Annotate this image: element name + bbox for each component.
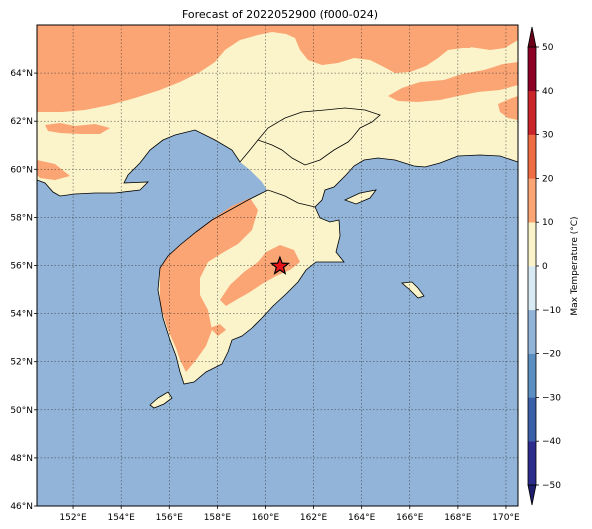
colorbar-tick-label: −30 <box>542 393 561 403</box>
colorbar-tick-label: 40 <box>542 87 554 97</box>
colorbar-tick-label: 30 <box>542 131 554 141</box>
colorbar-segment <box>528 222 536 267</box>
colorbar-tick-label: 50 <box>542 43 554 53</box>
latitude-tick-label: 46°N <box>10 502 33 512</box>
latitude-tick-label: 54°N <box>10 310 33 320</box>
warm-region-ne <box>388 62 518 102</box>
longitude-tick-label: 168°E <box>444 513 472 523</box>
warm-region-kamchatka-small <box>210 324 226 336</box>
colorbar-segment <box>528 266 536 311</box>
colorbar: −50 −40 −30 −20 −10 0 10 20 30 40 50 Max Temperatu… <box>527 26 580 506</box>
longitude-tick-label: 162°E <box>300 513 328 523</box>
colorbar-segment <box>528 309 536 354</box>
colorbar-tick-label: −10 <box>542 306 561 316</box>
colorbar-under-arrow <box>527 484 537 506</box>
land-islet-1 <box>262 148 272 154</box>
longitude-tick-label: 154°E <box>107 513 135 523</box>
colorbar-segment <box>528 134 536 179</box>
colorbar-segment <box>528 353 536 398</box>
latitude-tick-label: 58°N <box>10 213 33 223</box>
colorbar-tick-label: −50 <box>542 481 561 491</box>
warm-region-nw <box>45 123 110 134</box>
longitude-tick-label: 160°E <box>252 513 280 523</box>
latitude-tick-label: 50°N <box>10 406 33 416</box>
colorbar-tick-label: 0 <box>542 262 548 272</box>
coastlines <box>37 107 518 409</box>
colorbar-tick-label: 20 <box>542 174 554 184</box>
land-karaginsky <box>345 190 376 204</box>
warm-region-north <box>37 25 518 112</box>
latitude-tick-label: 62°N <box>10 117 33 127</box>
longitude-tick-labels: 152°E 154°E 156°E 158°E 160°E 162°E 164°E 166°E… <box>59 506 520 523</box>
latitude-tick-label: 48°N <box>10 454 33 464</box>
land-koryak <box>258 108 380 165</box>
land-paramushir <box>150 392 172 408</box>
location-marker[interactable] <box>269 255 291 275</box>
latitude-tick-label: 56°N <box>10 262 33 272</box>
colorbar-segments <box>528 47 536 486</box>
colorbar-over-arrow <box>527 26 537 48</box>
colorbar-segment <box>528 441 536 486</box>
warm-region-nw-coast <box>37 160 70 180</box>
warm-region-far-ne <box>448 36 478 48</box>
colorbar-label: Max Temperature (°C) <box>570 216 580 315</box>
colorbar-tick-label: −20 <box>542 350 561 360</box>
longitude-tick-label: 156°E <box>156 513 184 523</box>
colorbar-tick-label: −40 <box>542 437 561 447</box>
longitude-tick-label: 170°E <box>492 513 520 523</box>
figure-title: Forecast of 2022052900 (f000-024) <box>182 8 378 21</box>
star-icon <box>269 255 291 275</box>
colorbar-segment <box>528 397 536 442</box>
latitude-tick-label: 52°N <box>10 358 33 368</box>
longitude-tick-label: 166°E <box>396 513 424 523</box>
land-commander <box>402 282 424 298</box>
warm-region-ne-coast <box>498 96 518 120</box>
latitude-tick-labels: 46°N 48°N 50°N 52°N 54°N 56°N 58°N 60°N 62°N 64°N <box>10 69 37 512</box>
colorbar-segment <box>528 178 536 223</box>
colorbar-tick-label: 10 <box>542 218 554 228</box>
map-panel[interactable]: 152°E 154°E 156°E 158°E 160°E 162°E 164°E 166°E… <box>10 24 520 523</box>
latitude-tick-label: 60°N <box>10 165 33 175</box>
colorbar-tick-labels: −50 −40 −30 −20 −10 0 10 20 30 40 50 <box>536 43 561 491</box>
longitude-tick-label: 158°E <box>204 513 232 523</box>
colorbar-segment <box>528 47 536 92</box>
land-islet-2 <box>344 146 352 152</box>
longitude-tick-label: 152°E <box>59 513 87 523</box>
longitude-tick-label: 164°E <box>348 513 376 523</box>
colorbar-segment <box>528 90 536 135</box>
latitude-tick-label: 64°N <box>10 69 33 79</box>
